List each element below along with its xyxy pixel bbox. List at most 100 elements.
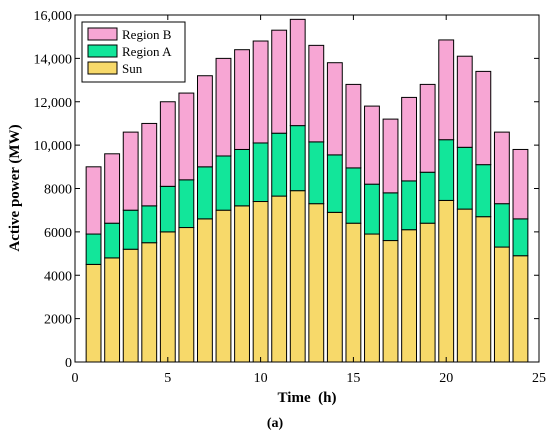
bar-region-b-1 bbox=[85, 166, 102, 235]
bar-region-b-16 bbox=[364, 105, 380, 185]
bar-sun-9 bbox=[234, 205, 250, 363]
legend-swatch-region-a bbox=[87, 44, 118, 58]
bar-region-a-22 bbox=[475, 164, 492, 218]
bar-region-b-11 bbox=[271, 29, 288, 134]
y-tick-label-16000: 16,000 bbox=[34, 9, 73, 24]
bar-region-a-2 bbox=[104, 222, 121, 259]
bar-sun-17 bbox=[382, 240, 399, 363]
bar-region-b-24 bbox=[512, 148, 529, 220]
bar-region-b-6 bbox=[178, 92, 195, 181]
bar-region-b-2 bbox=[104, 153, 121, 224]
bar-region-a-11 bbox=[271, 132, 288, 197]
legend-label-region-a: Region A bbox=[122, 44, 172, 59]
bar-sun-22 bbox=[475, 216, 492, 363]
bar-region-b-20 bbox=[438, 39, 455, 141]
legend-label-sun: Sun bbox=[122, 61, 143, 76]
bar-sun-7 bbox=[197, 218, 213, 363]
bar-region-b-8 bbox=[215, 57, 232, 157]
bar-sun-15 bbox=[345, 222, 362, 363]
bar-sun-8 bbox=[215, 209, 232, 363]
bar-region-a-21 bbox=[456, 146, 473, 210]
x-tick-label-25: 25 bbox=[532, 371, 546, 386]
y-tick-label-2000: 2000 bbox=[44, 313, 72, 328]
figure-caption: (a) bbox=[267, 416, 284, 431]
x-tick-label-10: 10 bbox=[254, 371, 268, 386]
bar-sun-13 bbox=[308, 203, 325, 363]
bar-region-a-24 bbox=[512, 218, 529, 257]
y-tick-label-14000: 14,000 bbox=[34, 52, 73, 67]
bar-sun-18 bbox=[401, 229, 418, 363]
bar-region-a-9 bbox=[234, 148, 250, 207]
bar-sun-12 bbox=[289, 190, 306, 363]
legend: Region B Region A Sun bbox=[81, 21, 186, 83]
legend-swatch-sun bbox=[87, 61, 118, 75]
legend-swatch-region-b bbox=[87, 27, 118, 41]
bar-region-a-15 bbox=[345, 167, 362, 224]
y-tick-label-0: 0 bbox=[65, 356, 72, 371]
y-tick-label-12000: 12,000 bbox=[34, 96, 73, 111]
bar-sun-3 bbox=[122, 248, 139, 363]
bar-region-a-17 bbox=[382, 192, 399, 242]
bar-region-b-17 bbox=[382, 118, 399, 194]
bar-region-b-5 bbox=[159, 101, 176, 187]
bar-sun-10 bbox=[252, 201, 269, 363]
bar-sun-6 bbox=[178, 227, 195, 363]
bar-region-b-12 bbox=[289, 18, 306, 127]
bar-region-a-1 bbox=[85, 233, 102, 265]
x-tick-label-5: 5 bbox=[164, 371, 171, 386]
y-tick-label-6000: 6000 bbox=[44, 226, 72, 241]
bar-sun-20 bbox=[438, 199, 455, 363]
bar-region-a-19 bbox=[419, 171, 436, 224]
legend-label-region-b: Region B bbox=[122, 27, 172, 42]
bar-region-b-14 bbox=[326, 62, 343, 156]
bar-region-b-9 bbox=[234, 49, 250, 150]
bar-sun-19 bbox=[419, 222, 436, 363]
bar-region-a-16 bbox=[364, 183, 380, 235]
bar-sun-14 bbox=[326, 211, 343, 363]
bar-region-a-18 bbox=[401, 180, 418, 231]
bar-region-b-3 bbox=[122, 131, 139, 211]
bar-sun-2 bbox=[104, 257, 121, 363]
bar-sun-16 bbox=[364, 233, 380, 363]
bar-region-a-12 bbox=[289, 125, 306, 192]
y-tick-label-10000: 10,000 bbox=[34, 139, 73, 154]
bar-region-a-13 bbox=[308, 141, 325, 205]
bar-region-b-21 bbox=[456, 55, 473, 148]
bar-region-a-8 bbox=[215, 155, 232, 211]
bar-sun-11 bbox=[271, 195, 288, 363]
bar-region-b-15 bbox=[345, 83, 362, 169]
bar-sun-21 bbox=[456, 208, 473, 363]
bar-region-b-23 bbox=[493, 131, 510, 205]
bar-region-a-3 bbox=[122, 209, 139, 250]
bar-region-b-7 bbox=[197, 75, 213, 168]
bar-region-b-19 bbox=[419, 83, 436, 173]
bar-region-b-22 bbox=[475, 70, 492, 166]
bar-sun-5 bbox=[159, 231, 176, 363]
bar-region-b-10 bbox=[252, 40, 269, 144]
y-axis-title: Active power (MW) bbox=[7, 124, 23, 251]
bar-sun-4 bbox=[141, 242, 158, 363]
y-tick-label-4000: 4000 bbox=[44, 269, 72, 284]
bar-sun-1 bbox=[85, 263, 102, 363]
bar-sun-24 bbox=[512, 255, 529, 363]
bar-region-a-20 bbox=[438, 139, 455, 201]
x-tick-label-15: 15 bbox=[346, 371, 360, 386]
bar-sun-23 bbox=[493, 246, 510, 363]
x-tick-label-0: 0 bbox=[72, 371, 79, 386]
bar-region-a-10 bbox=[252, 142, 269, 203]
bar-region-a-6 bbox=[178, 179, 195, 229]
bar-region-b-18 bbox=[401, 96, 418, 182]
x-tick-label-20: 20 bbox=[439, 371, 453, 386]
bar-region-b-13 bbox=[308, 44, 325, 143]
bar-region-a-23 bbox=[493, 203, 510, 248]
bar-region-a-7 bbox=[197, 166, 213, 220]
y-tick-label-8000: 8000 bbox=[44, 183, 72, 198]
x-axis: 0 5 10 15 20 25 bbox=[72, 15, 546, 386]
y-axis: 0 2000 4000 6000 8000 10,000 12,000 14,000 16,00… bbox=[34, 9, 539, 371]
bar-region-b-4 bbox=[141, 122, 158, 207]
bar-region-a-14 bbox=[326, 154, 343, 213]
bar-region-a-5 bbox=[159, 185, 176, 233]
x-axis-title: Time (h) bbox=[278, 390, 337, 406]
bar-region-a-4 bbox=[141, 205, 158, 244]
